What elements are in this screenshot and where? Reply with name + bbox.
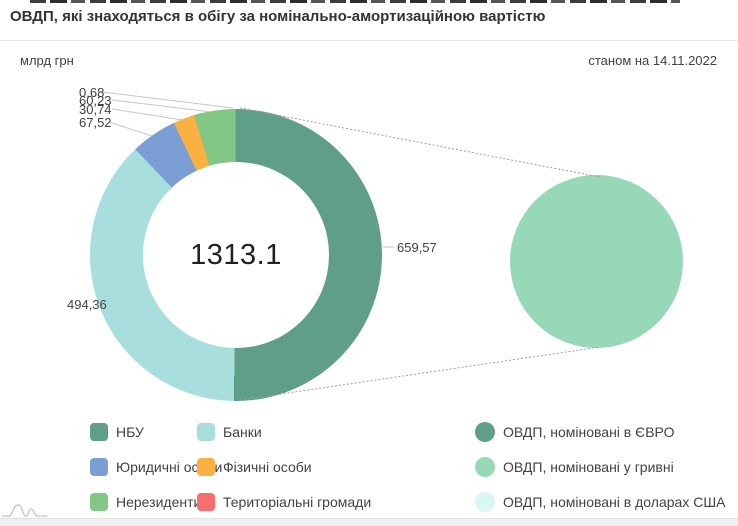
legend-swatch [90, 493, 108, 511]
legend-item-nonresidents[interactable]: Нерезиденти [90, 493, 201, 511]
page-title: ОВДП, які знаходяться в обігу за номінал… [10, 8, 546, 25]
sparkline-icon [2, 504, 48, 517]
legend-swatch [197, 458, 215, 476]
legend-item-uah-denominated[interactable]: ОВДП, номіновані у гривні [475, 457, 674, 477]
legend-item-banks[interactable]: Банки [197, 423, 262, 441]
legend-swatch [197, 423, 215, 441]
legend-label: НБУ [116, 424, 144, 440]
legend-swatch [90, 458, 108, 476]
legend-label: ОВДП, номіновані у гривні [503, 459, 674, 475]
leader-line [111, 99, 213, 113]
leader-line [111, 108, 184, 121]
slice-value-banks: 494,36 [67, 297, 107, 312]
slice-value-legal: 67,52 [79, 115, 112, 130]
legend-label: ОВДП, номіновані в доларах США [503, 494, 726, 510]
next-section-edge [0, 518, 738, 526]
legend-label: Банки [223, 424, 262, 440]
legend-dot [475, 422, 495, 442]
legend-label: Юридичні особи [116, 459, 223, 475]
legend-item-legal-entities[interactable]: Юридичні особи [90, 458, 222, 476]
legend-item-eur-denominated[interactable]: ОВДП, номіновані в ЄВРО [475, 422, 674, 442]
leader-line [101, 91, 234, 109]
legend-item-usd-denominated[interactable]: ОВДП, номіновані в доларах США [475, 492, 725, 512]
leader-line [108, 121, 153, 137]
legend-dot [475, 457, 495, 477]
as-of-date-label: станом на 14.11.2022 [588, 53, 717, 68]
legend-swatch [197, 493, 215, 511]
donut-center: 1313.1 [143, 162, 329, 348]
unit-label: млрд грн [20, 53, 74, 68]
legend-label: Територіальні громади [223, 494, 372, 510]
slice-value-individuals: 30,74 [79, 102, 112, 117]
title-divider [0, 40, 738, 41]
legend-dot [475, 492, 495, 512]
legend-label: Фізичні особи [223, 459, 312, 475]
center-total-value: 1313.1 [190, 238, 282, 271]
legend-item-individuals[interactable]: Фізичні особи [197, 458, 312, 476]
legend-swatch [90, 423, 108, 441]
legend-label: ОВДП, номіновані в ЄВРО [503, 424, 675, 440]
grouped-currency-circle[interactable] [510, 175, 683, 348]
slice-value-communities: 0,68 [79, 85, 105, 100]
cropped-text-remnant [30, 0, 680, 3]
legend-item-territorial-communities[interactable]: Територіальні громади [197, 493, 371, 511]
slice-value-nbu: 659,57 [397, 240, 437, 255]
legend-label: Нерезиденти [116, 494, 202, 510]
slice-value-nonresidents: 60,23 [79, 93, 112, 108]
legend-item-nbu[interactable]: НБУ [90, 423, 144, 441]
